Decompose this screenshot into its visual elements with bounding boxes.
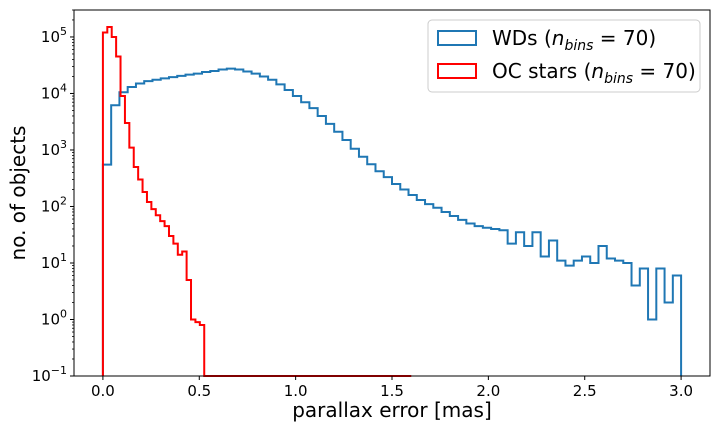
y-tick-label: 101: [41, 251, 67, 272]
x-axis-label: parallax error [mas]: [292, 398, 492, 422]
ticks-layer: 0.0 0.5 1.0 1.5 2.0 2.5 3.0 10−1 100 101 102 103 104…: [32, 9, 693, 400]
legend-swatch-oc-stars: [437, 63, 477, 79]
y-tick-label: 102: [41, 194, 67, 215]
x-tick-label: 1.0: [284, 382, 308, 400]
legend-label-wds: WDs (nbins = 70): [492, 26, 656, 54]
legend-swatch-wds: [437, 30, 477, 46]
y-tick-label: 105: [41, 25, 67, 46]
legend-label-oc-stars: OC stars (nbins = 70): [492, 59, 696, 87]
legend: WDs (nbins = 70) OC stars (nbins = 70): [427, 19, 701, 93]
y-tick-label: 10−1: [32, 364, 67, 385]
y-tick-label: 104: [41, 81, 67, 102]
x-tick-label: 1.5: [380, 382, 404, 400]
x-tick-label: 2.0: [476, 382, 500, 400]
y-axis-label: no. of objects: [6, 126, 30, 261]
y-tick-label: 103: [41, 138, 67, 159]
histogram-series-oc-stars: [101, 26, 412, 377]
x-tick-label: 0.0: [91, 382, 115, 400]
x-tick-label: 3.0: [669, 382, 693, 400]
legend-box: [427, 19, 701, 93]
y-tick-label: 100: [41, 307, 67, 328]
x-tick-label: 2.5: [573, 382, 597, 400]
x-tick-label: 0.5: [187, 382, 211, 400]
histogram-series-wds: [101, 67, 683, 376]
